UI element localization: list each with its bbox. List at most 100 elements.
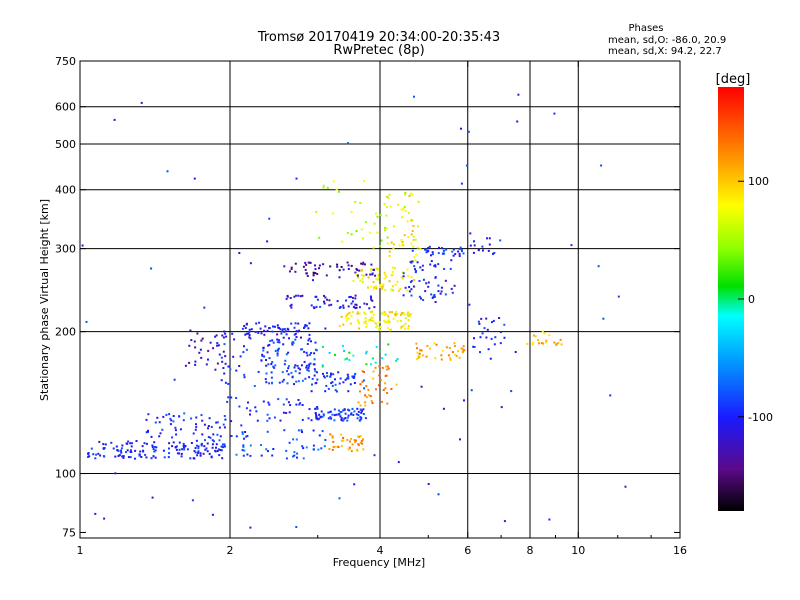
scatter-point <box>328 448 331 450</box>
scatter-point <box>384 387 387 390</box>
scatter-point <box>81 244 84 247</box>
scatter-point <box>120 451 123 454</box>
scatter-point <box>191 499 194 502</box>
scatter-point <box>163 456 166 459</box>
scatter-point <box>381 285 384 288</box>
scatter-point <box>114 455 117 458</box>
scatter-point <box>418 352 421 355</box>
scatter-point <box>387 196 390 199</box>
scatter-point <box>385 320 388 323</box>
scatter-point <box>120 449 122 452</box>
scatter-point <box>415 253 418 256</box>
scatter-point <box>410 276 413 279</box>
scatter-point <box>281 328 284 331</box>
scatter-point <box>216 362 219 365</box>
scatter-point <box>356 407 359 410</box>
scatter-point <box>266 240 269 243</box>
x-axis-label: Frequency [MHz] <box>333 556 425 569</box>
scatter-point <box>378 328 380 331</box>
scatter-point <box>365 273 368 276</box>
scatter-point <box>348 296 351 299</box>
scatter-point <box>318 434 321 437</box>
scatter-point <box>183 412 186 415</box>
scatter-point <box>308 337 311 340</box>
scatter-point <box>285 353 288 356</box>
scatter-point <box>438 246 440 249</box>
scatter-point <box>411 230 414 232</box>
scatter-point <box>350 413 352 416</box>
scatter-point <box>384 226 386 229</box>
scatter-point <box>336 390 338 393</box>
scatter-point <box>428 347 431 350</box>
scatter-point <box>548 334 551 337</box>
scatter-point <box>289 297 292 299</box>
scatter-point <box>235 435 238 438</box>
scatter-point <box>406 220 409 223</box>
scatter-point <box>194 428 197 431</box>
scatter-point <box>189 329 192 332</box>
scatter-point <box>268 417 271 420</box>
scatter-point <box>171 436 174 439</box>
scatter-point <box>384 353 387 356</box>
scatter-point <box>314 268 317 271</box>
scatter-point <box>391 274 394 277</box>
scatter-point <box>362 379 365 382</box>
scatter-point <box>347 375 350 378</box>
scatter-point <box>492 252 494 255</box>
scatter-point <box>351 296 354 299</box>
scatter-point <box>240 424 243 427</box>
scatter-point <box>443 268 446 270</box>
scatter-point <box>279 419 282 422</box>
scatter-point <box>454 253 457 256</box>
scatter-point <box>280 332 283 335</box>
scatter-point <box>353 439 356 441</box>
scatter-point <box>276 333 279 336</box>
scatter-point <box>207 349 210 352</box>
scatter-point <box>349 383 352 386</box>
scatter-point <box>342 304 345 307</box>
scatter-point <box>158 435 161 438</box>
scatter-point <box>220 449 223 452</box>
scatter-point <box>398 244 401 247</box>
scatter-point <box>193 177 196 180</box>
scatter-point <box>347 408 349 411</box>
scatter-point <box>382 389 385 391</box>
scatter-point <box>483 327 486 330</box>
scatter-point <box>332 373 335 376</box>
scatter-point <box>201 337 204 340</box>
scatter-point <box>122 456 125 459</box>
scatter-point <box>302 265 305 268</box>
scatter-point <box>385 206 388 209</box>
scatter-point <box>195 439 198 442</box>
scatter-point <box>318 267 320 270</box>
scatter-point <box>316 406 319 408</box>
scatter-point <box>333 419 336 422</box>
scatter-point <box>292 341 294 344</box>
scatter-point <box>408 195 411 197</box>
scatter-point <box>199 452 202 455</box>
scatter-point <box>316 371 318 374</box>
scatter-point <box>385 374 388 377</box>
scatter-point <box>260 444 262 446</box>
scatter-point <box>531 343 534 346</box>
scatter-point <box>331 413 334 416</box>
scatter-point <box>386 242 389 245</box>
scatter-point <box>404 317 407 320</box>
scatter-point <box>229 368 232 371</box>
scatter-point <box>287 401 290 404</box>
scatter-point <box>296 456 298 459</box>
scatter-point <box>221 457 224 460</box>
scatter-point <box>359 418 362 421</box>
scatter-point <box>174 426 177 429</box>
scatter-point <box>342 409 345 412</box>
scatter-point <box>318 264 321 267</box>
scatter-point <box>488 237 491 240</box>
scatter-point <box>397 203 400 206</box>
scatter-point <box>183 445 186 448</box>
scatter-point <box>300 429 303 432</box>
scatter-point <box>413 279 416 282</box>
scatter-point <box>85 320 88 323</box>
scatter-point <box>422 299 425 301</box>
scatter-point <box>171 445 174 448</box>
scatter-point <box>368 394 370 397</box>
